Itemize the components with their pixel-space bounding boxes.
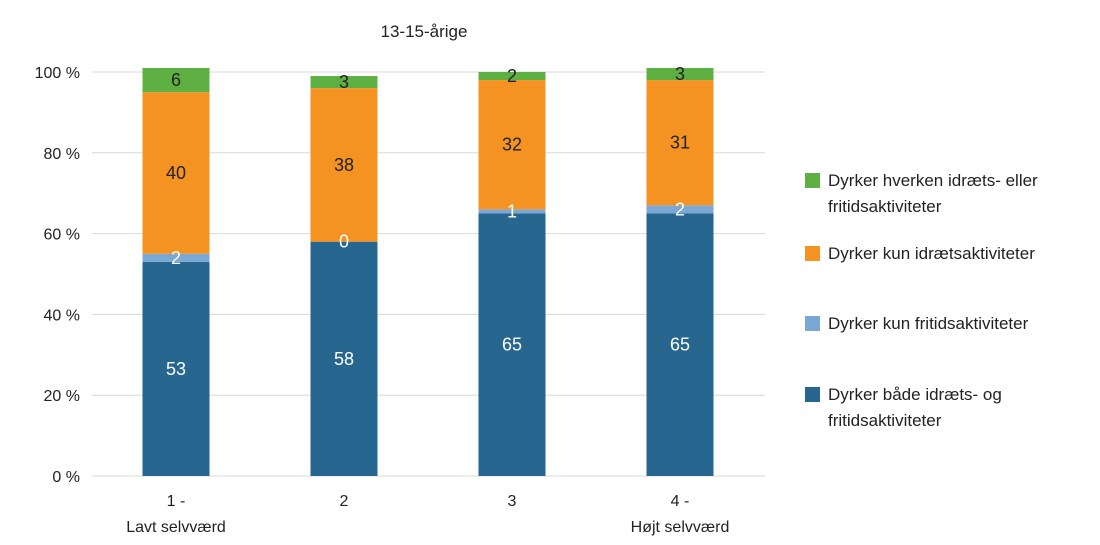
y-tick-label: 0 % [52, 469, 80, 486]
data-label: 40 [166, 163, 186, 183]
x-category-label: 3 [508, 493, 517, 510]
data-label: 53 [166, 359, 186, 379]
legend-swatch [805, 316, 820, 331]
y-axis-ticks: 0 % 20 % 40 % 60 % 80 % 100 % [35, 65, 80, 486]
legend-label: fritidsaktiviteter [828, 197, 942, 216]
bar-segment [142, 67, 210, 93]
bar-segment [646, 205, 714, 214]
x-category-label: 4 - [671, 493, 690, 510]
data-label: 58 [334, 349, 354, 369]
y-tick-label: 80 % [44, 146, 80, 163]
y-tick-label: 100 % [35, 65, 80, 82]
legend-swatch [805, 387, 820, 402]
legend-label: Dyrker hverken idræts- eller [828, 171, 1038, 190]
data-label: 3 [675, 64, 685, 84]
bar-segment [646, 80, 714, 206]
data-label: 65 [670, 335, 690, 355]
bar-segment [310, 76, 378, 89]
y-tick-label: 60 % [44, 227, 80, 244]
bar-segment [478, 80, 546, 210]
data-label: 38 [334, 155, 354, 175]
x-category-label: 1 - [167, 493, 186, 510]
data-label: 3 [339, 72, 349, 92]
data-label: 1 [507, 201, 517, 221]
y-tick-label: 40 % [44, 307, 80, 324]
x-category-label: Højt selvværd [631, 519, 730, 536]
x-axis-categories: 1 - Lavt selvværd 2 3 4 - Højt selvværd [126, 493, 729, 536]
legend-label: Dyrker både idræts- og [828, 385, 1002, 404]
x-category-label: Lavt selvværd [126, 519, 226, 536]
legend-label: Dyrker kun fritidsaktiviteter [828, 314, 1029, 333]
data-label: 31 [670, 133, 690, 153]
bar-segment [142, 253, 210, 262]
bar-segment [142, 261, 210, 476]
data-label: 2 [675, 199, 685, 219]
data-label: 2 [171, 248, 181, 268]
bar-segment [646, 213, 714, 476]
data-label: 65 [502, 335, 522, 355]
legend-label: fritidsaktiviteter [828, 411, 942, 430]
bar-segment [142, 92, 210, 254]
data-labels: 53 2 40 6 58 0 38 3 65 1 32 2 65 2 31 3 [166, 64, 690, 379]
data-label: 2 [507, 66, 517, 86]
chart-title: 13-15-årige [381, 22, 468, 41]
bar-segment [310, 88, 378, 242]
legend-swatch [805, 173, 820, 188]
data-label: 0 [339, 232, 349, 252]
legend: Dyrker hverken idræts- eller fritidsaktiv… [805, 171, 1038, 430]
x-category-label: 2 [340, 493, 349, 510]
data-label: 6 [171, 70, 181, 90]
bar-segment [478, 209, 546, 214]
bar-segment [646, 67, 714, 81]
bar-segment [310, 241, 378, 476]
legend-swatch [805, 246, 820, 261]
data-label: 32 [502, 135, 522, 155]
legend-label: Dyrker kun idrætsaktiviteter [828, 244, 1035, 263]
bar-segment [478, 72, 546, 81]
y-tick-label: 20 % [44, 388, 80, 405]
bars [142, 67, 714, 476]
bar-segment [478, 213, 546, 476]
